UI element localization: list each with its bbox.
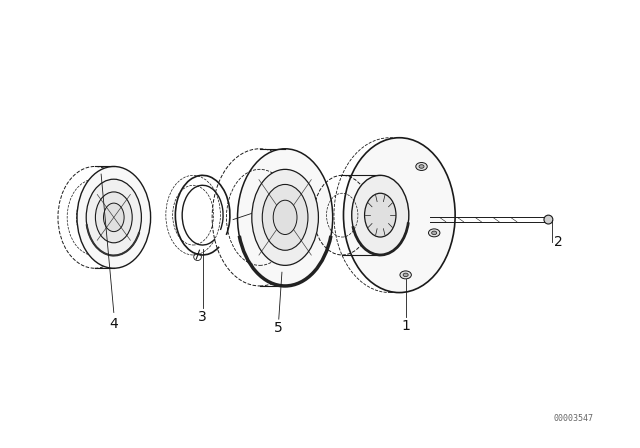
Ellipse shape [416, 163, 428, 171]
Ellipse shape [262, 185, 308, 250]
Ellipse shape [429, 229, 440, 237]
Ellipse shape [419, 165, 424, 168]
Ellipse shape [344, 138, 455, 293]
Ellipse shape [77, 167, 150, 268]
Text: 3: 3 [198, 310, 207, 324]
Text: 5: 5 [275, 321, 283, 335]
Ellipse shape [431, 231, 436, 235]
Ellipse shape [104, 203, 124, 232]
Ellipse shape [252, 169, 319, 265]
Ellipse shape [352, 175, 409, 255]
Text: 4: 4 [109, 317, 118, 331]
Text: 1: 1 [401, 319, 410, 333]
Ellipse shape [400, 271, 412, 279]
Ellipse shape [273, 200, 297, 234]
Text: 00003547: 00003547 [554, 414, 594, 423]
Ellipse shape [95, 192, 132, 243]
Ellipse shape [86, 179, 141, 255]
Text: 2: 2 [554, 235, 563, 249]
Ellipse shape [365, 193, 396, 237]
Ellipse shape [403, 273, 408, 277]
Ellipse shape [237, 149, 333, 286]
Ellipse shape [544, 215, 553, 224]
